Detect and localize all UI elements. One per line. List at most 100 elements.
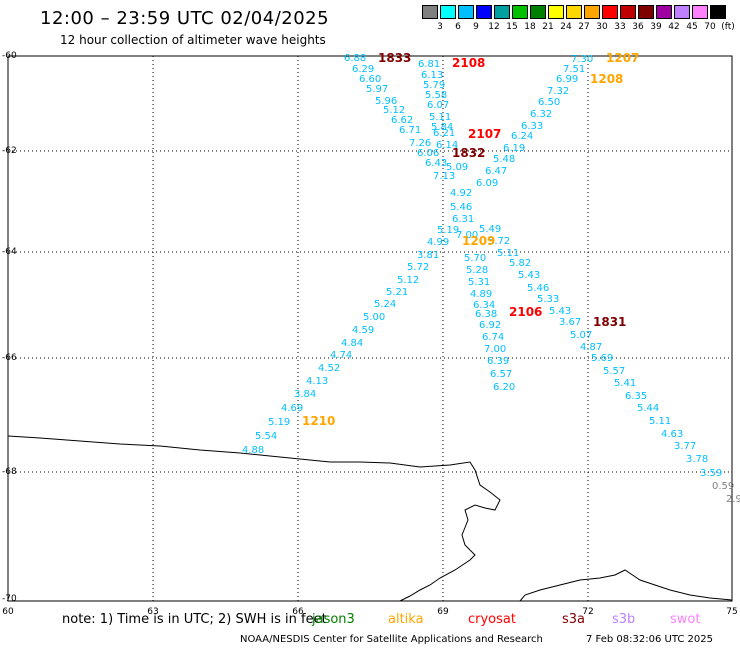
wave-height-value: 5.84 [431,122,453,133]
satellite-legend-jason3: jason3 [312,612,355,627]
wave-height-value: 5.19 [268,417,290,428]
x-tick-label: 69 [437,607,449,617]
wave-height-value: 5.49 [479,224,501,235]
colorbar-swatch [620,5,636,19]
wave-height-value: 5.72 [488,236,510,247]
colorbar-tick-label: 6 [455,22,461,32]
map-frame [7,55,733,602]
wave-height-value: 5.41 [614,378,636,389]
x-tick-label: 75 [726,607,737,617]
wave-height-value: 5.70 [464,253,486,264]
wave-height-value: 5.28 [466,265,488,276]
wave-height-value: 2.9 [726,494,740,505]
colorbar-swatch [548,5,564,19]
wave-height-value: 5.72 [407,262,429,273]
y-tick-label: -64 [2,247,17,257]
colorbar-swatch [512,5,528,19]
wave-height-value: 5.96 [375,96,397,107]
wave-height-value: 3.81 [417,250,439,261]
wave-height-value: 6.07 [427,100,449,111]
pass-time-label: 1833 [378,51,411,65]
wave-height-value: 6.60 [359,74,381,85]
wave-height-value: 3.77 [674,441,696,452]
wave-height-value: 6.47 [485,166,507,177]
colorbar-swatch [566,5,582,19]
colorbar-tick-label: 45 [686,22,698,32]
wave-height-value: 6.39 [487,356,509,367]
colorbar-tick-label: 39 [650,22,662,32]
colorbar-swatch [422,5,438,19]
satellite-legend-swot: swot [670,612,701,627]
colorbar-tick-label: 30 [596,22,608,32]
y-tick-label: -66 [2,353,17,363]
colorbar-swatch [494,5,510,19]
wave-height-value: 6.21 [433,128,455,139]
wave-height-value: 5.07 [570,330,592,341]
colorbar-swatch [530,5,546,19]
wave-height-value: 6.38 [475,309,497,320]
wave-height-value: 5.11 [429,112,451,123]
wave-height-value: 5.12 [397,275,419,286]
wave-height-value: 7.00 [484,344,506,355]
wave-height-value: 5.54 [255,431,277,442]
wave-height-value: 0.59 [712,481,734,492]
wave-height-value: 5.69 [591,353,613,364]
wave-height-value: 5.46 [450,202,472,213]
map-grid [8,56,732,601]
wave-height-value: 6.88 [344,53,366,64]
wave-height-value: 4.89 [470,289,492,300]
coastline [7,435,733,602]
y-tick-label: -70 [2,594,17,604]
pass-time-label: 1208 [590,72,623,86]
wave-height-value: 5.97 [366,84,388,95]
map-title: 12:00 – 23:59 UTC 02/04/2025 [40,8,330,29]
colorbar-tick-label: 42 [668,22,680,32]
wave-height-value: 6.13 [421,70,443,81]
colorbar-tick-label: 33 [614,22,626,32]
colorbar-swatch [710,5,726,19]
wave-height-value: 7.30 [571,54,593,65]
wave-height-value: 6.99 [556,74,578,85]
wave-height-value: 5.79 [423,80,445,91]
wave-height-value: 4.87 [580,342,602,353]
colorbar-tick-label: 36 [632,22,644,32]
footer-note: note: 1) Time is in UTC; 2) SWH is in fe… [62,612,327,627]
wave-height-value: 5.21 [386,287,408,298]
wave-height-value: 5.43 [549,306,571,317]
colorbar-tick-label: 15 [506,22,518,32]
wave-height-value: 4.99 [427,237,449,248]
wave-height-value: 3.59 [700,468,722,479]
colorbar-tick-label: 21 [542,22,554,32]
satellite-legend-s3a: s3a [562,612,586,627]
wave-height-value: 6.19 [503,143,525,154]
credit-line: NOAA/NESDIS Center for Satellite Applica… [240,634,543,645]
colorbar-tick-label: 24 [560,22,572,32]
wave-height-value: 6.20 [493,382,515,393]
wave-height-value: 5.43 [518,270,540,281]
pass-time-label: 2108 [452,56,485,70]
y-tick-label: -60 [2,51,17,61]
wave-height-value: 6.43 [425,158,447,169]
wave-height-value: 5.46 [527,283,549,294]
x-tick-label: 66 [292,607,304,617]
colorbar-tick-label: 3 [437,22,443,32]
wave-height-value: 4.74 [330,350,352,361]
pass-time-label: 1210 [302,414,335,428]
wave-height-value: 6.34 [473,300,495,311]
colorbar-tick-label: 70 [704,22,716,32]
pass-time-label: 1831 [593,315,626,329]
wave-height-value: 4.69 [281,403,303,414]
wave-height-value: 5.33 [537,294,559,305]
y-tick-label: -62 [2,146,17,156]
x-tick-label: 60 [2,607,14,617]
wave-height-value: 3.84 [294,389,316,400]
wave-height-value: 7.32 [547,86,569,97]
wave-height-value: 4.59 [352,325,374,336]
colorbar-swatch [584,5,600,19]
pass-time-label: 1207 [606,51,639,65]
wave-height-value: 6.31 [452,214,474,225]
wave-height-value: 4.92 [450,188,472,199]
colorbar-tick-label: 12 [488,22,500,32]
wave-height-value: 4.63 [661,429,683,440]
